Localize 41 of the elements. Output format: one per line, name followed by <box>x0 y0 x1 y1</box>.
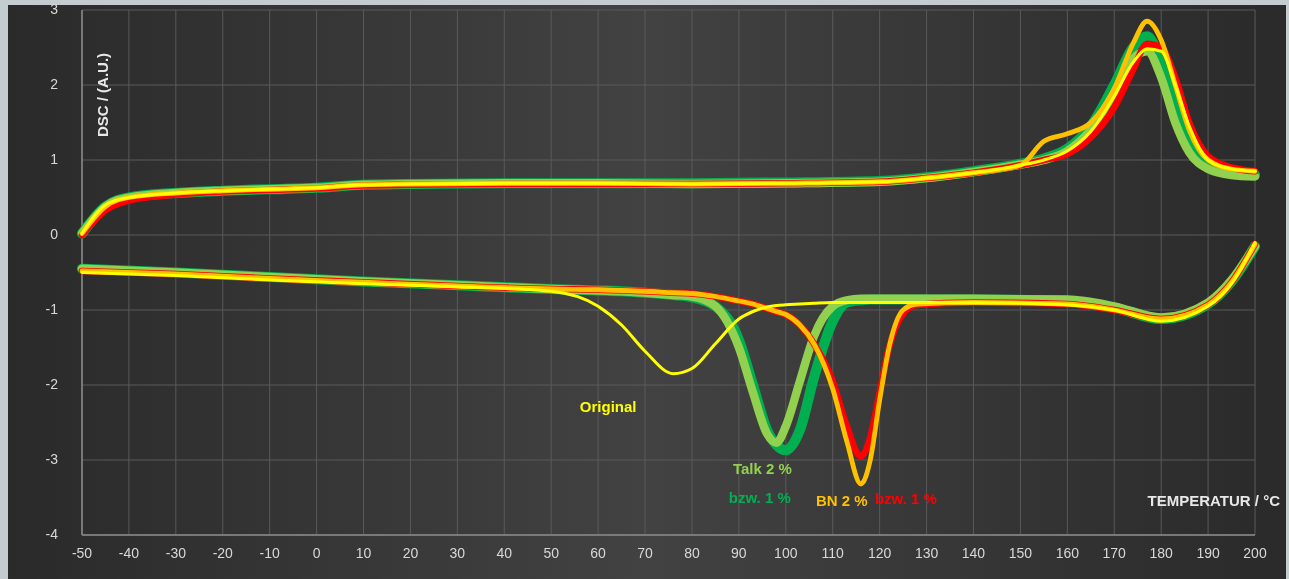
x-tick-label: -20 <box>212 545 234 561</box>
text: Original <box>579 397 637 415</box>
y-tick-label: 1 <box>50 150 59 167</box>
x-tick-label: 70 <box>637 545 654 561</box>
x-tick-label: 30 <box>449 545 466 561</box>
text: bzw. 1 % <box>874 490 937 508</box>
x-tick-label: 150 <box>1008 545 1033 561</box>
x-tick-label: 190 <box>1196 545 1220 561</box>
text: bzw. 1 % <box>728 489 791 507</box>
x-tick-label: 200 <box>1243 545 1267 561</box>
x-tick-label: -50 <box>71 545 93 561</box>
x-tick-label: -10 <box>259 545 281 561</box>
x-tick-label: 0 <box>312 545 321 561</box>
x-tick-label: 160 <box>1055 545 1080 561</box>
y-tick-label: 2 <box>50 75 59 92</box>
x-tick-label: 170 <box>1102 545 1127 561</box>
y-tick-label: -1 <box>45 300 59 317</box>
x-tick-label: 110 <box>821 545 845 561</box>
y-tick-label: -3 <box>45 450 59 467</box>
x-tick-label: 140 <box>961 545 986 561</box>
x-tick-label: 50 <box>543 545 560 561</box>
x-tick-label: -30 <box>165 545 187 561</box>
y-axis-title: DSC / (A.U.) <box>93 52 111 138</box>
series-label: Talk 2 % <box>732 459 792 477</box>
y-tick-label: -4 <box>45 525 59 542</box>
series-label: BN 2 % <box>816 491 868 509</box>
x-tick-label: 80 <box>684 545 700 561</box>
x-tick-label: 90 <box>731 545 747 561</box>
y-tick-label: -2 <box>45 375 59 392</box>
x-tick-label: 180 <box>1149 545 1174 561</box>
x-tick-label: 60 <box>590 545 607 561</box>
x-tick-label: 10 <box>355 545 372 561</box>
x-tick-label: 40 <box>496 545 513 561</box>
y-tick-label: 3 <box>50 0 59 17</box>
x-tick-label: 20 <box>402 545 419 561</box>
x-axis-title: TEMPERATUR / °C <box>1147 491 1281 509</box>
x-tick-label: 100 <box>774 545 798 561</box>
y-tick-label: 0 <box>50 225 59 242</box>
x-tick-label: 120 <box>867 545 892 561</box>
x-tick-label: -40 <box>118 545 140 561</box>
x-tick-label: 130 <box>914 545 939 561</box>
